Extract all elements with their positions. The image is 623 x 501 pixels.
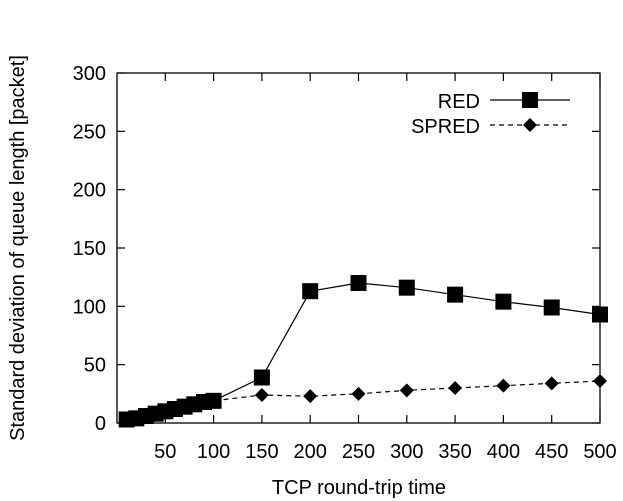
data-point-spred [138, 410, 153, 425]
legend-marker-spred [523, 118, 537, 132]
x-tick-label: 200 [294, 441, 327, 463]
x-tick-label: 450 [535, 441, 568, 463]
data-point-red [495, 293, 512, 310]
x-tick-label: 250 [342, 441, 375, 463]
x-tick-label: 150 [245, 441, 278, 463]
data-point-red [302, 283, 319, 300]
data-point-spred [399, 383, 414, 398]
data-point-spred [148, 407, 163, 422]
data-point-red [592, 306, 608, 323]
legend-marker-red [522, 92, 538, 108]
data-point-spred [351, 386, 366, 401]
data-point-spred [196, 396, 211, 411]
x-axis-label: TCP round-trip time [272, 477, 446, 499]
data-point-red [253, 369, 270, 386]
x-tick-label: 350 [438, 441, 471, 463]
data-point-spred [206, 393, 221, 408]
data-point-red [398, 279, 415, 296]
data-point-spred [187, 398, 202, 413]
legend: RED SPRED [411, 91, 570, 138]
x-tick-label: 400 [487, 441, 520, 463]
data-point-spred [177, 400, 192, 415]
data-point-spred [158, 405, 173, 420]
y-tick-label: 100 [73, 296, 106, 318]
y-axis-label: Standard deviation of queue length [pack… [7, 55, 29, 441]
y-tick-label: 300 [73, 63, 106, 85]
data-point-red [447, 286, 464, 303]
data-point-spred [496, 378, 511, 393]
data-point-spred [129, 411, 144, 426]
x-axis-ticks: 50 100 150 200 250 300 350 400 450 500 [154, 73, 617, 463]
y-axis-ticks: 0 50 100 150 200 250 300 [73, 63, 600, 435]
x-tick-label: 300 [390, 441, 423, 463]
data-point-spred [254, 388, 269, 402]
data-point-spred [448, 381, 463, 395]
data-point-red [543, 299, 560, 316]
x-tick-label: 500 [583, 441, 616, 463]
data-point-red [350, 275, 367, 291]
x-tick-label: 50 [154, 441, 176, 463]
data-point-spred [303, 389, 318, 404]
data-point-spred [544, 376, 559, 391]
data-point-spred [119, 412, 134, 427]
y-tick-label: 200 [73, 180, 106, 202]
y-tick-label: 0 [95, 413, 106, 435]
legend-label-red: RED [438, 91, 480, 113]
y-tick-label: 250 [73, 121, 106, 143]
series-layer [118, 275, 608, 428]
y-tick-label: 50 [84, 355, 106, 377]
y-tick-label: 150 [73, 238, 106, 260]
legend-label-spred: SPRED [411, 116, 480, 138]
data-point-spred [593, 374, 607, 388]
data-point-spred [167, 403, 182, 418]
x-tick-label: 100 [197, 441, 230, 463]
